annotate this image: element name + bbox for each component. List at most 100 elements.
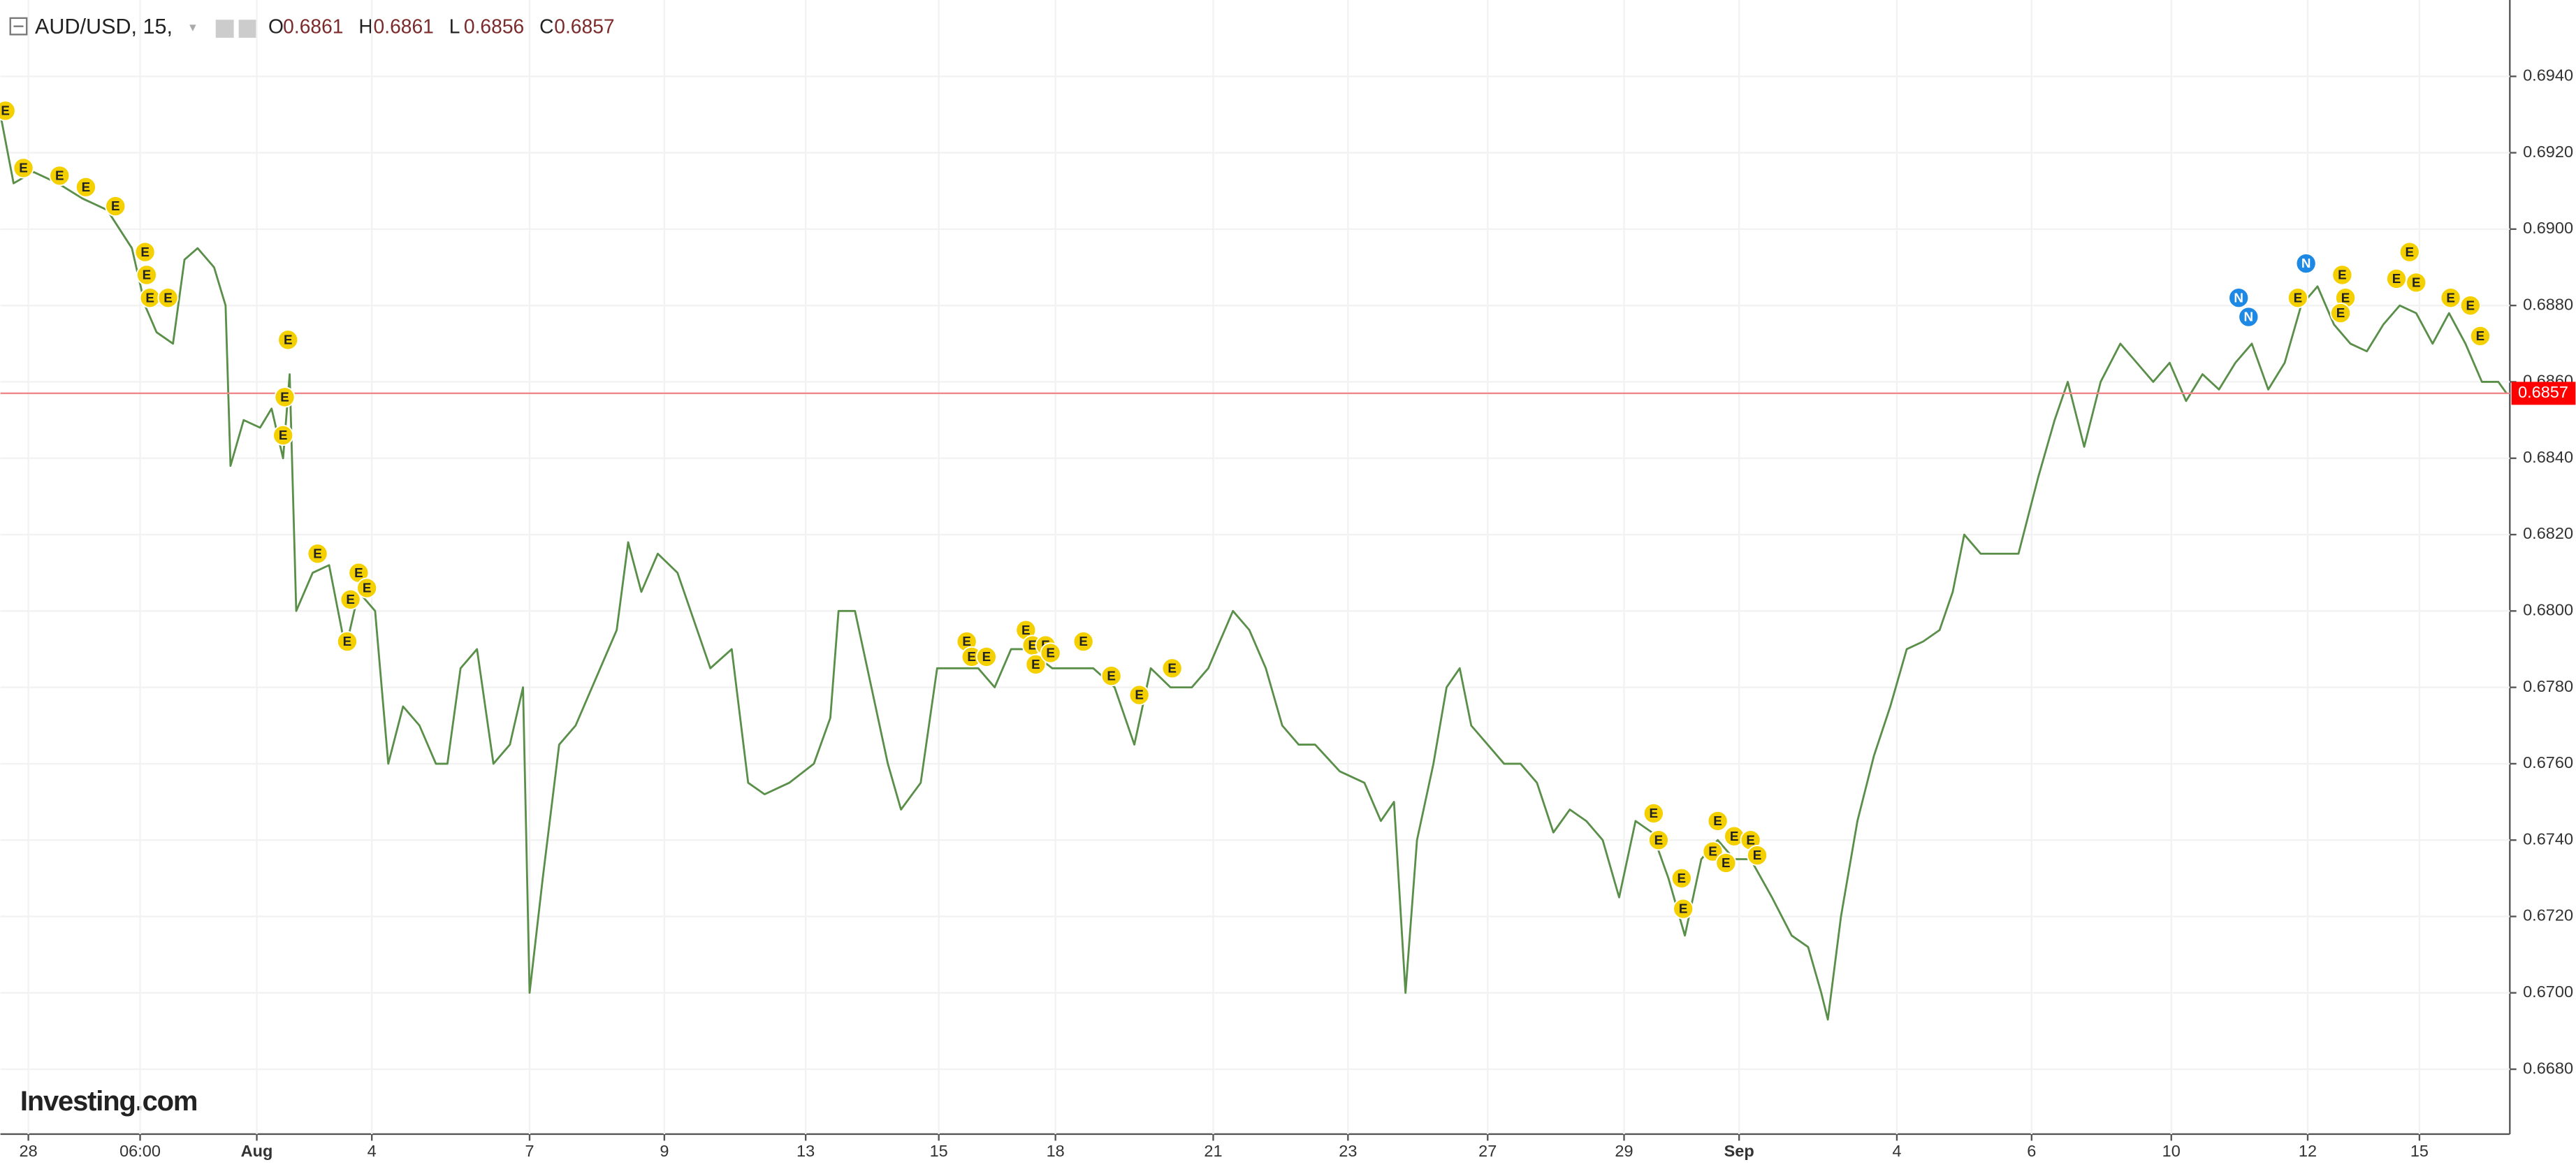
- x-tick-label: 12: [2299, 1142, 2317, 1160]
- event-dot: [1647, 829, 1669, 851]
- event-marker[interactable]: E: [1161, 658, 1183, 679]
- event-marker[interactable]: N: [2295, 252, 2317, 275]
- event-label: E: [343, 634, 352, 648]
- event-marker[interactable]: E: [961, 646, 982, 667]
- event-marker[interactable]: E: [75, 176, 96, 198]
- collapse-icon[interactable]: [9, 17, 28, 36]
- y-tick-label: 0.6680: [2523, 1059, 2573, 1077]
- event-label: E: [1, 103, 10, 118]
- x-tick-label: 6: [2027, 1142, 2036, 1160]
- ohlc-label: O: [268, 15, 284, 37]
- event-marker[interactable]: E: [2331, 264, 2353, 286]
- event-marker[interactable]: E: [1100, 665, 1122, 687]
- event-marker[interactable]: E: [1707, 810, 1729, 832]
- ohlc-label: L: [449, 15, 460, 37]
- watermark: Investing.com: [20, 1086, 197, 1117]
- event-marker[interactable]: E: [2399, 241, 2420, 263]
- y-tick-label: 0.6740: [2523, 829, 2573, 848]
- ohlc-label: H: [358, 15, 372, 37]
- x-tick-label: 15: [930, 1142, 948, 1160]
- event-marker[interactable]: E: [1643, 802, 1664, 824]
- event-marker[interactable]: E: [1724, 825, 1745, 847]
- event-label: E: [2446, 290, 2455, 305]
- ohlc-value: 0.6857: [554, 15, 614, 37]
- event-marker[interactable]: E: [2385, 268, 2408, 289]
- event-marker[interactable]: E: [1673, 898, 1694, 920]
- event-marker[interactable]: E: [975, 646, 997, 667]
- y-tick-label: 0.6720: [2523, 906, 2573, 925]
- event-marker[interactable]: E: [307, 543, 328, 565]
- event-label: E: [2412, 275, 2421, 290]
- ohlc-readout: O 0.6861 H 0.6861 L 0.6856 C 0.6857: [268, 15, 615, 37]
- event-marker[interactable]: E: [277, 329, 299, 351]
- event-label: E: [2392, 271, 2401, 286]
- event-marker[interactable]: E: [2329, 303, 2352, 324]
- event-marker[interactable]: E: [105, 196, 126, 217]
- event-marker[interactable]: E: [136, 264, 158, 286]
- event-dot: [274, 386, 296, 408]
- close-icon[interactable]: [238, 20, 257, 38]
- event-marker[interactable]: E: [340, 588, 361, 610]
- event-marker[interactable]: E: [13, 157, 34, 179]
- event-marker[interactable]: E: [348, 562, 370, 584]
- event-label: E: [2338, 268, 2347, 282]
- event-marker[interactable]: E: [0, 100, 16, 122]
- y-tick-label: 0.6800: [2523, 601, 2573, 619]
- event-label: E: [1678, 871, 1687, 885]
- event-dot: [356, 577, 378, 599]
- event-dot: [1072, 630, 1094, 653]
- event-marker[interactable]: N: [2238, 306, 2260, 328]
- event-marker[interactable]: E: [1025, 653, 1047, 675]
- event-dot: [2406, 272, 2427, 293]
- event-marker[interactable]: E: [139, 287, 161, 309]
- event-dot: [307, 543, 328, 565]
- event-marker[interactable]: E: [1746, 844, 1768, 867]
- event-dot: [157, 287, 179, 309]
- y-tick-label: 0.6780: [2523, 677, 2573, 695]
- event-label: E: [967, 649, 976, 664]
- event-marker[interactable]: E: [2459, 295, 2481, 317]
- event-label: E: [55, 168, 64, 183]
- event-marker[interactable]: E: [272, 424, 294, 447]
- event-marker[interactable]: E: [1647, 829, 1669, 851]
- event-marker[interactable]: E: [49, 165, 71, 187]
- event-marker[interactable]: E: [1671, 867, 1692, 889]
- event-marker[interactable]: E: [2287, 287, 2308, 309]
- x-tick-label: 29: [1615, 1142, 1633, 1160]
- event-label: E: [1713, 813, 1722, 828]
- price-line: [0, 114, 2508, 1021]
- event-marker[interactable]: E: [1072, 630, 1094, 653]
- event-marker[interactable]: E: [157, 287, 179, 309]
- event-marker[interactable]: E: [2440, 287, 2461, 309]
- event-dot: [1671, 867, 1692, 889]
- event-label: E: [1730, 829, 1739, 843]
- x-tick-label: 18: [1047, 1142, 1065, 1160]
- event-marker[interactable]: E: [1715, 852, 1737, 874]
- dropdown-arrow[interactable]: ▾: [189, 20, 196, 34]
- event-marker[interactable]: E: [356, 577, 378, 599]
- event-marker[interactable]: E: [1040, 642, 1061, 664]
- event-dot: [2385, 268, 2408, 289]
- event-dot: [2399, 241, 2420, 263]
- event-dot: [1673, 898, 1694, 920]
- event-marker[interactable]: E: [1128, 684, 1150, 706]
- event-marker[interactable]: N: [2228, 287, 2250, 309]
- event-marker[interactable]: E: [2469, 325, 2491, 347]
- settings-icon[interactable]: [215, 20, 234, 38]
- event-marker[interactable]: E: [134, 241, 156, 263]
- event-marker[interactable]: E: [336, 630, 358, 653]
- event-dot: [105, 196, 126, 217]
- event-label: E: [1746, 832, 1755, 847]
- event-marker[interactable]: E: [274, 386, 296, 408]
- event-label: E: [1021, 623, 1031, 637]
- x-tick-label: 4: [1892, 1142, 1901, 1160]
- event-label: E: [2294, 290, 2303, 305]
- event-dot: [1100, 665, 1122, 687]
- event-marker[interactable]: E: [2406, 272, 2427, 293]
- x-tick-label: 7: [525, 1142, 534, 1160]
- event-label: E: [111, 198, 120, 213]
- ohlc-value: 0.6861: [374, 15, 434, 37]
